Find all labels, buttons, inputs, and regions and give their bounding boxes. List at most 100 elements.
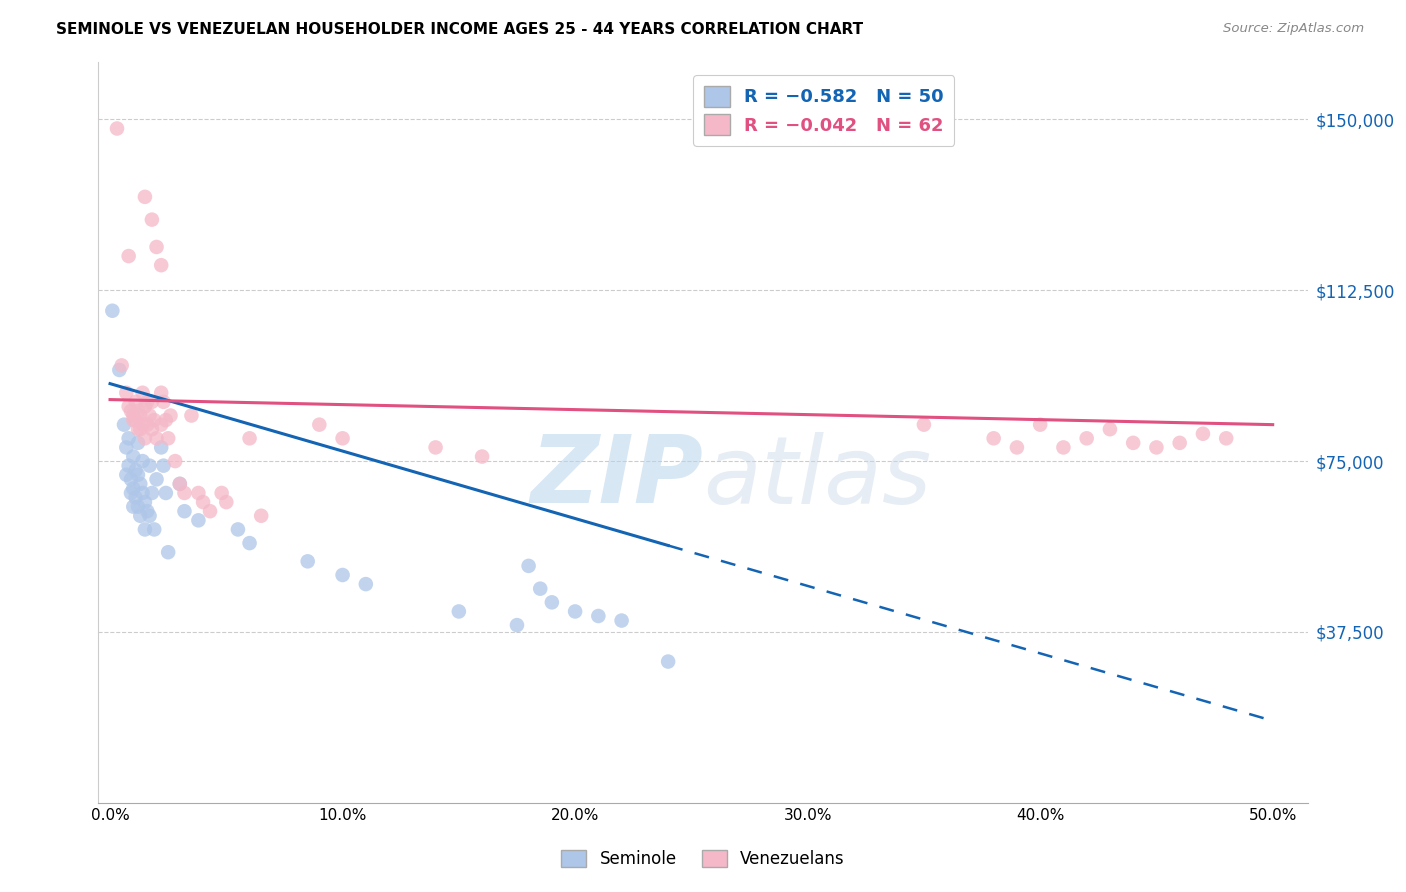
Point <box>145 431 167 445</box>
Point <box>120 472 142 486</box>
Point <box>159 409 181 423</box>
Point <box>122 482 145 496</box>
Point <box>136 417 159 432</box>
Point <box>250 508 273 523</box>
Point <box>150 441 173 455</box>
Point <box>131 417 153 432</box>
Point <box>983 431 1005 445</box>
Point <box>134 495 156 509</box>
Point <box>138 508 160 523</box>
Point <box>127 435 149 450</box>
Point <box>143 523 166 537</box>
Point <box>141 395 163 409</box>
Point <box>610 614 633 628</box>
Point <box>173 486 195 500</box>
Point <box>145 472 167 486</box>
Point <box>155 486 177 500</box>
Point <box>141 212 163 227</box>
Point <box>191 495 214 509</box>
Point <box>124 491 146 505</box>
Point <box>152 458 174 473</box>
Point <box>471 450 494 464</box>
Point <box>308 417 330 432</box>
Point <box>124 395 146 409</box>
Point <box>131 385 153 400</box>
Point <box>506 618 529 632</box>
Point <box>1122 435 1144 450</box>
Point <box>564 604 586 618</box>
Point <box>150 385 173 400</box>
Point <box>198 504 221 518</box>
Point <box>226 523 249 537</box>
Point <box>118 249 141 263</box>
Point <box>540 595 562 609</box>
Point <box>134 190 156 204</box>
Point <box>157 545 180 559</box>
Point <box>118 431 141 445</box>
Point <box>425 441 447 455</box>
Point <box>129 422 152 436</box>
Point <box>122 409 145 423</box>
Point <box>138 458 160 473</box>
Point <box>354 577 377 591</box>
Point <box>1005 441 1028 455</box>
Point <box>239 431 262 445</box>
Point <box>529 582 551 596</box>
Point <box>115 385 138 400</box>
Point <box>1215 431 1237 445</box>
Point <box>111 359 134 373</box>
Point <box>131 454 153 468</box>
Point <box>120 404 142 418</box>
Point <box>124 463 146 477</box>
Point <box>588 609 610 624</box>
Point <box>108 363 131 377</box>
Point <box>115 441 138 455</box>
Point <box>127 404 149 418</box>
Point <box>215 495 238 509</box>
Point <box>1144 441 1167 455</box>
Point <box>332 431 354 445</box>
Point <box>141 486 163 500</box>
Point <box>101 303 124 318</box>
Point <box>211 486 233 500</box>
Point <box>169 476 191 491</box>
Point <box>129 508 152 523</box>
Point <box>447 604 470 618</box>
Point <box>120 486 142 500</box>
Text: SEMINOLE VS VENEZUELAN HOUSEHOLDER INCOME AGES 25 - 44 YEARS CORRELATION CHART: SEMINOLE VS VENEZUELAN HOUSEHOLDER INCOM… <box>56 22 863 37</box>
Point <box>169 476 191 491</box>
Point <box>187 513 209 527</box>
Point <box>129 476 152 491</box>
Point <box>124 413 146 427</box>
Point <box>145 240 167 254</box>
Point <box>1168 435 1191 450</box>
Point <box>1192 426 1215 441</box>
Point <box>1029 417 1052 432</box>
Legend: R = −0.582   N = 50, R = −0.042   N = 62: R = −0.582 N = 50, R = −0.042 N = 62 <box>693 75 955 145</box>
Point <box>131 486 153 500</box>
Text: ZIP: ZIP <box>530 431 703 523</box>
Point <box>112 417 135 432</box>
Point <box>127 500 149 514</box>
Legend: Seminole, Venezuelans: Seminole, Venezuelans <box>554 843 852 875</box>
Text: Source: ZipAtlas.com: Source: ZipAtlas.com <box>1223 22 1364 36</box>
Point <box>138 409 160 423</box>
Point <box>180 409 202 423</box>
Point <box>657 655 679 669</box>
Point <box>1052 441 1074 455</box>
Point <box>912 417 935 432</box>
Point <box>129 409 152 423</box>
Point <box>157 431 180 445</box>
Point <box>122 450 145 464</box>
Point <box>122 500 145 514</box>
Point <box>152 395 174 409</box>
Point <box>165 454 187 468</box>
Point <box>1098 422 1121 436</box>
Point <box>141 422 163 436</box>
Point <box>118 458 141 473</box>
Point <box>136 395 159 409</box>
Point <box>127 467 149 482</box>
Point <box>155 413 177 427</box>
Point <box>134 400 156 414</box>
Point <box>134 523 156 537</box>
